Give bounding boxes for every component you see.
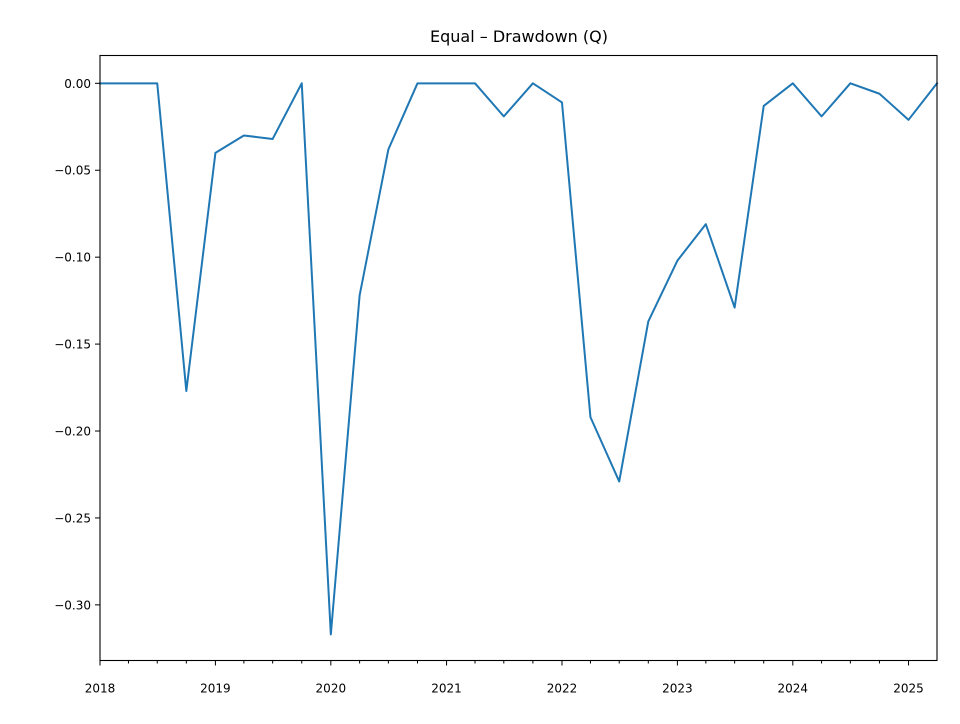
y-tick-label: −0.15 [54,338,91,352]
y-tick-label: −0.25 [54,511,91,525]
x-axis: 2018 2019 2020 2021 2022 2023 2024 2025 [85,661,924,696]
y-axis: 0.00 −0.05 −0.10 −0.15 −0.20 −0.25 −0.30 [54,77,100,613]
x-tick-label: 2019 [200,682,231,696]
x-tick-label: 2020 [316,682,347,696]
chart-title: Equal – Drawdown (Q) [430,27,608,46]
x-tick-label: 2018 [85,682,116,696]
x-tick-label: 2021 [431,682,462,696]
x-tick-label: 2022 [547,682,578,696]
y-tick-label: −0.05 [54,164,91,178]
x-tick-label: 2025 [893,682,924,696]
y-tick-label: −0.20 [54,425,91,439]
x-tick-label: 2023 [662,682,693,696]
y-tick-label: −0.30 [54,598,91,612]
series-layer [100,83,937,634]
series-line [100,83,937,634]
y-tick-label: 0.00 [64,77,91,91]
x-tick-label: 2024 [778,682,809,696]
y-tick-label: −0.10 [54,251,91,265]
